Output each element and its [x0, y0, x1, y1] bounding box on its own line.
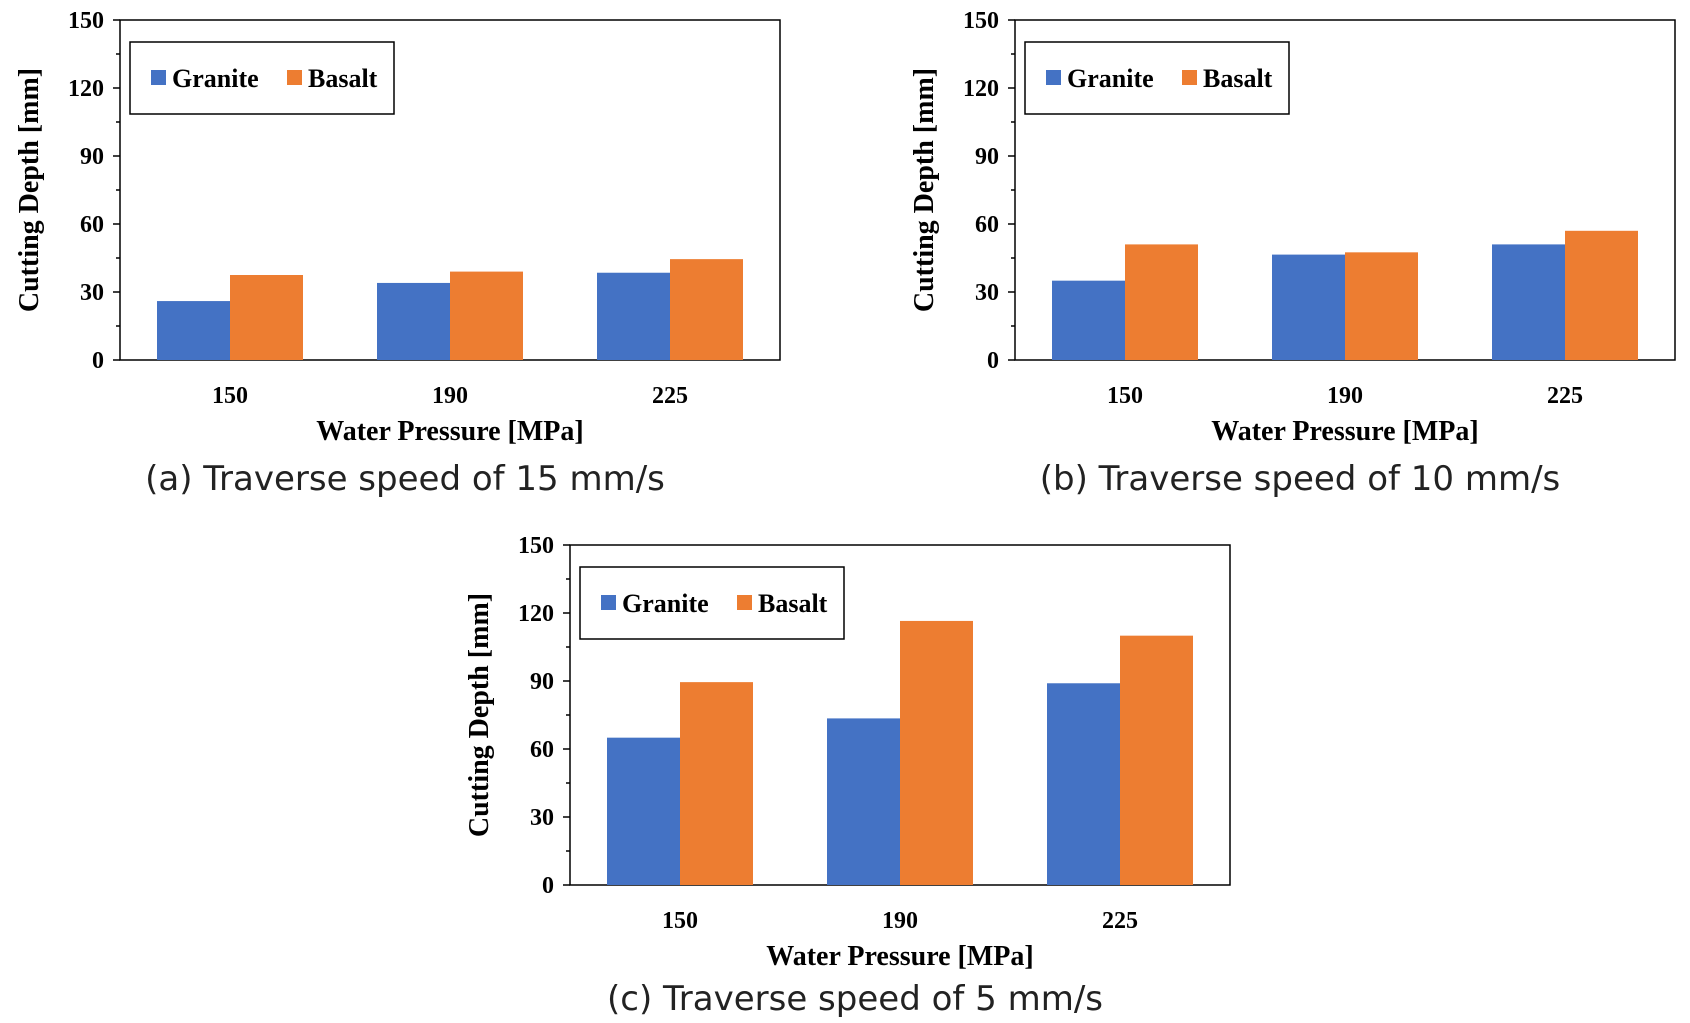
y-axis-title: Cutting Depth [mm] [909, 68, 940, 312]
y-axis-title: Cutting Depth [mm] [14, 68, 45, 312]
y-tick-label: 0 [987, 348, 999, 374]
bar-basalt-150 [1125, 244, 1198, 360]
legend-label-basalt: Basalt [308, 64, 378, 93]
legend: Granite Basalt [1024, 41, 1290, 115]
legend-swatch-basalt [287, 70, 302, 85]
y-tick-label: 150 [963, 8, 999, 34]
y-tick-label: 0 [542, 873, 554, 899]
y-tick-label: 30 [80, 280, 104, 306]
y-tick-label: 30 [530, 805, 554, 831]
bar-granite-190 [377, 282, 450, 360]
bar-basalt-225 [670, 259, 743, 360]
y-tick-label: 60 [975, 212, 999, 238]
bar-basalt-190 [900, 620, 973, 885]
x-tick-label: 150 [662, 908, 698, 934]
legend: Granite Basalt [129, 41, 395, 115]
y-tick-label: 150 [518, 533, 554, 559]
bar-granite-150 [607, 737, 680, 885]
y-tick-label: 150 [68, 8, 104, 34]
legend-box [129, 41, 395, 115]
bar-granite-150 [157, 301, 230, 360]
legend-label-granite: Granite [172, 64, 259, 93]
x-tick-label: 225 [1102, 908, 1138, 934]
legend-box [579, 566, 845, 640]
chart-b: 0 30 60 90 120 150 150 190 225 Water Pressure [MP… [909, 8, 1676, 499]
x-axis-title: Water Pressure [MPa] [316, 416, 583, 447]
x-tick-label: 190 [432, 383, 468, 409]
x-tick-label: 150 [1107, 383, 1143, 409]
x-tick-label: 225 [652, 383, 688, 409]
bar-basalt-150 [230, 275, 303, 360]
chart-c: 0 30 60 90 120 150 150 190 225 Water Pressure [MP… [464, 533, 1231, 1019]
y-tick-label: 120 [963, 76, 999, 102]
y-tick-label: 30 [975, 280, 999, 306]
legend-label-granite: Granite [622, 589, 709, 618]
y-tick-label: 120 [518, 601, 554, 627]
legend-box [1024, 41, 1290, 115]
legend-swatch-granite [1046, 70, 1061, 85]
y-tick-label: 90 [975, 144, 999, 170]
bar-granite-150 [1052, 280, 1125, 360]
bar-granite-225 [597, 272, 670, 360]
bar-basalt-190 [450, 271, 523, 360]
bar-basalt-225 [1565, 230, 1638, 360]
chart-a: 0 30 60 90 120 150 150 190 225 Water Pressure [MP… [14, 8, 781, 499]
legend-label-basalt: Basalt [758, 589, 828, 618]
y-tick-label: 120 [68, 76, 104, 102]
y-axis-title: Cutting Depth [mm] [464, 593, 495, 837]
bar-granite-225 [1492, 244, 1565, 360]
legend-label-basalt: Basalt [1203, 64, 1273, 93]
y-tick-label: 60 [80, 212, 104, 238]
figure-caption: (b) Traverse speed of 10 mm/s [1040, 459, 1561, 499]
y-tick-label: 90 [530, 669, 554, 695]
x-axis-title: Water Pressure [MPa] [1211, 416, 1478, 447]
bar-granite-225 [1047, 683, 1120, 885]
bar-basalt-225 [1120, 635, 1193, 885]
x-tick-label: 150 [212, 383, 248, 409]
bar-basalt-190 [1345, 252, 1418, 360]
figure-caption: (c) Traverse speed of 5 mm/s [607, 979, 1103, 1019]
y-tick-label: 60 [530, 737, 554, 763]
x-tick-label: 190 [882, 908, 918, 934]
bar-basalt-150 [680, 682, 753, 885]
bar-granite-190 [1272, 254, 1345, 360]
x-axis-title: Water Pressure [MPa] [766, 941, 1033, 972]
legend-swatch-basalt [1182, 70, 1197, 85]
legend-swatch-granite [601, 595, 616, 610]
x-tick-label: 190 [1327, 383, 1363, 409]
figure-caption: (a) Traverse speed of 15 mm/s [145, 459, 665, 499]
y-tick-label: 0 [92, 348, 104, 374]
legend-swatch-basalt [737, 595, 752, 610]
x-tick-label: 225 [1547, 383, 1583, 409]
y-tick-label: 90 [80, 144, 104, 170]
bar-granite-190 [827, 718, 900, 885]
legend-label-granite: Granite [1067, 64, 1154, 93]
legend: Granite Basalt [579, 566, 845, 640]
legend-swatch-granite [151, 70, 166, 85]
